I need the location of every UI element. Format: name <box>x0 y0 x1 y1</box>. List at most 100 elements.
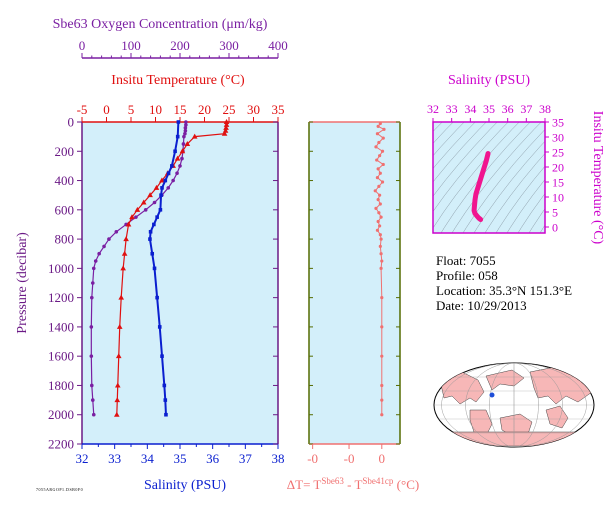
delta-data-point <box>375 158 379 162</box>
salinity-data-point <box>159 193 163 197</box>
oxygen-data-point <box>180 156 184 161</box>
delta-data-point <box>375 176 380 180</box>
delta-data-point <box>376 167 380 171</box>
ts-density-contour <box>433 122 498 197</box>
ts-density-contour <box>539 224 545 233</box>
float-location-marker <box>489 392 495 398</box>
delta-data-point <box>378 233 382 237</box>
ts-plot-background <box>433 122 545 233</box>
oxygen-data-point <box>90 383 94 388</box>
salinity-tick-label: 33 <box>108 451 121 466</box>
oxygen-data-point <box>183 128 188 133</box>
delta-title-sup1: Sbe63 <box>321 476 344 486</box>
salinity-data-point <box>148 229 153 234</box>
delta-data-point <box>380 354 384 358</box>
oxygen-axis-title: Sbe63 Oxygen Concentration (μm/kg) <box>53 17 268 32</box>
oxygen-data-point <box>97 251 101 256</box>
delta-data-point <box>375 132 380 136</box>
pressure-tick-label: 2000 <box>48 407 74 422</box>
delta-title-sup2: Sbe41cp <box>362 476 393 486</box>
temperature-axis-title: Insitu Temperature (°C) <box>111 73 245 88</box>
delta-data-point <box>378 202 382 206</box>
delta-data-point <box>377 184 381 188</box>
delta-data-point <box>378 171 382 175</box>
salinity-data-point <box>173 149 177 154</box>
pressure-tick-label: 600 <box>55 202 75 217</box>
oxygen-data-point <box>183 131 187 136</box>
temperature-data-point <box>191 133 198 139</box>
ts-density-contour <box>433 122 443 132</box>
delta-data-point <box>380 325 384 329</box>
temperature-tick-label: 5 <box>128 102 135 117</box>
map-landmass <box>439 371 485 405</box>
ts-density-contour <box>433 122 465 157</box>
temperature-data-point <box>221 130 228 136</box>
temperature-data-point <box>147 192 153 198</box>
pressure-tick-label: 2200 <box>48 437 74 452</box>
ts-salinity-axis-title: Salinity (PSU) <box>448 73 530 88</box>
temperature-tick-label: 0 <box>103 102 110 117</box>
map-meridian-line <box>489 363 539 447</box>
delta-data-point <box>380 296 384 300</box>
map-meridian-line <box>513 363 515 447</box>
oxygen-data-point <box>175 171 179 176</box>
temperature-data-point <box>116 323 123 329</box>
salinity-tick-label: 37 <box>239 451 253 466</box>
pressure-tick-label: 1000 <box>48 261 74 276</box>
delta-data-point <box>380 413 384 417</box>
map-landmass <box>545 405 569 429</box>
temperature-data-point <box>184 140 191 146</box>
map-meridian-line <box>441 363 587 447</box>
oxygen-data-point <box>107 237 111 241</box>
temperature-data-point <box>223 121 230 127</box>
ts-salinity-tick-label: 38 <box>539 102 551 116</box>
delta-data-point <box>378 154 382 158</box>
oxygen-data-point <box>182 134 186 139</box>
ts-salinity-tick-label: 36 <box>502 102 514 116</box>
world-map <box>433 362 595 448</box>
temperature-data-point <box>140 199 147 205</box>
temperature-data-point <box>118 294 124 300</box>
temperature-data-point <box>113 411 120 417</box>
temperature-data-point <box>121 250 128 256</box>
delta-data-point <box>375 228 380 232</box>
salinity-data-point <box>148 237 152 241</box>
profile-number: Profile: 058 <box>436 268 498 283</box>
delta-data-point <box>380 383 384 388</box>
salinity-data-point <box>166 171 171 176</box>
temperature-data-point <box>115 353 122 359</box>
salinity-data-point <box>155 295 159 300</box>
ts-density-contour <box>528 208 545 233</box>
salinity-axis-title: Salinity (PSU) <box>144 478 226 493</box>
salinity-data-point <box>157 325 162 329</box>
ts-density-contour <box>433 122 454 144</box>
oxygen-data-point <box>89 354 94 358</box>
salinity-tick-label: 36 <box>206 451 220 466</box>
delta-data-point <box>379 237 383 241</box>
ts-density-contour <box>433 122 520 229</box>
salinity-data-point <box>176 120 181 124</box>
oxygen-data-point <box>91 266 96 271</box>
delta-data-point <box>378 193 382 197</box>
temperature-data-point <box>223 124 229 130</box>
map-meridian-line <box>465 363 563 447</box>
delta-data-point <box>377 211 381 215</box>
salinity-tick-label: 38 <box>272 451 285 466</box>
oxygen-data-point <box>184 120 188 124</box>
ts-density-contour <box>462 129 545 233</box>
delta-data-point <box>377 140 381 145</box>
ts-temperature-tick-label: 20 <box>552 161 564 175</box>
oxygen-data-point <box>184 123 188 127</box>
temperature-tick-label: 25 <box>223 102 236 117</box>
salinity-data-point <box>158 208 163 212</box>
ts-salinity-tick-label: 35 <box>483 102 495 116</box>
temperature-data-point <box>174 155 181 161</box>
temperature-data-point <box>114 397 121 403</box>
salinity-data-point <box>160 354 164 358</box>
salinity-data-point <box>163 398 168 402</box>
temperature-data-point <box>159 177 165 183</box>
delta-data-point <box>380 398 384 402</box>
salinity-data-point <box>175 134 180 139</box>
oxygen-data-point <box>93 259 98 263</box>
